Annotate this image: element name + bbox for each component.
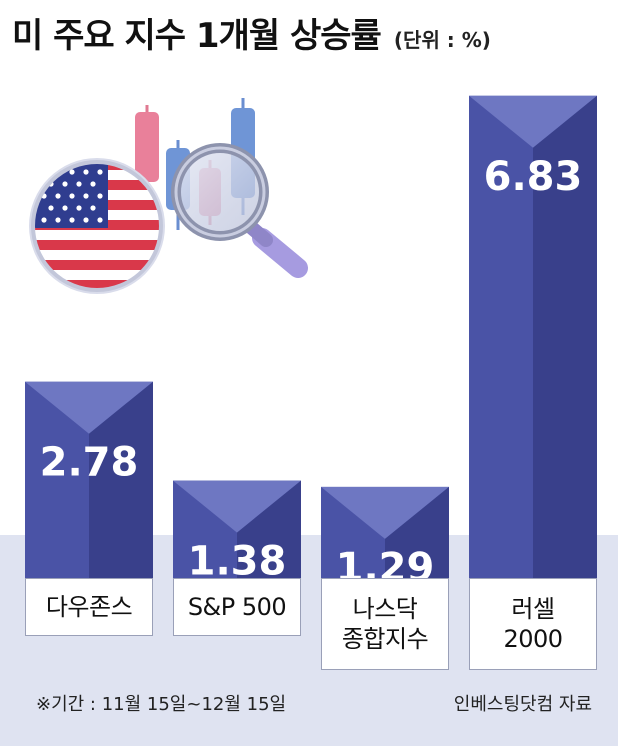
- chart-title: 미 주요 지수 1개월 상승률: [12, 16, 382, 56]
- bar-1-top-facet: [173, 480, 301, 533]
- category-label-text-1: S&P 500: [187, 593, 287, 621]
- bar-0-side-facet: [89, 381, 153, 578]
- bar-2-top-facet: [321, 486, 449, 539]
- value-label-1: 1.38: [188, 539, 287, 585]
- category-label-0: 다우존스: [25, 578, 153, 636]
- category-label-text-3: 러셀 2000: [503, 595, 563, 653]
- bar-0-top-facet: [25, 381, 153, 434]
- category-label-2: 나스닥 종합지수: [321, 578, 449, 670]
- bar-group: 2.781.38 1.296.83: [25, 95, 597, 591]
- value-label-0: 2.78: [40, 440, 139, 486]
- bar-3-top-facet: [469, 95, 597, 148]
- source-credit: 인베스팅닷컴 자료: [453, 694, 592, 715]
- category-label-text-2: 나스닥 종합지수: [341, 595, 429, 653]
- bar-2-side-facet: [385, 486, 449, 578]
- us-flag-icon: [29, 158, 165, 294]
- category-label-text-0: 다우존스: [45, 593, 133, 621]
- category-label-3: 러셀 2000: [469, 578, 597, 670]
- value-label-3: 6.83: [484, 154, 583, 200]
- unit-label: (단위 : %): [393, 28, 491, 52]
- bar-1-side-facet: [237, 480, 301, 578]
- magnifier-icon: [171, 143, 308, 278]
- category-label-1: S&P 500: [173, 578, 301, 636]
- footnote: ※기간 : 11월 15일~12월 15일: [36, 694, 287, 715]
- bar-3-side-facet: [533, 95, 597, 578]
- chart-header: 미 주요 지수 1개월 상승률 (단위 : %): [12, 8, 612, 68]
